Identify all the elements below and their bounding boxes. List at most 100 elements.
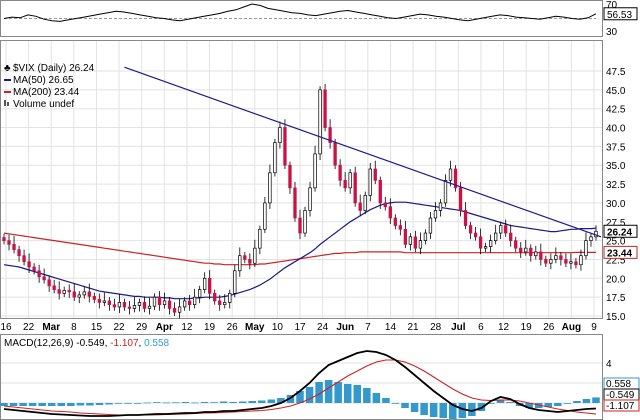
x-axis-label-21: 6 bbox=[478, 322, 484, 333]
candle-body-42 bbox=[213, 293, 217, 302]
macd-histogram-bar-62 bbox=[592, 397, 600, 403]
candle-body-93 bbox=[468, 225, 473, 234]
candle-body-72 bbox=[363, 195, 367, 211]
candle-body-66 bbox=[333, 142, 337, 166]
candle-body-1 bbox=[7, 240, 11, 245]
price-tick-label-8: 27.5 bbox=[606, 218, 626, 229]
candle-body-77 bbox=[388, 206, 392, 219]
rsi-value-tag: 56.53 bbox=[607, 10, 632, 21]
macd-line bbox=[3, 350, 597, 417]
candle-body-60 bbox=[303, 210, 307, 234]
macd-signal-line bbox=[3, 359, 597, 416]
candle-body-9 bbox=[47, 279, 51, 287]
macd-histogram-bar-43 bbox=[410, 403, 419, 412]
rsi-layer: 70 30 56.53 bbox=[3, 0, 638, 38]
candle-body-97 bbox=[488, 240, 493, 247]
candle-body-27 bbox=[137, 302, 142, 306]
ma200-legend-label: MA(200) 23.44 bbox=[13, 87, 80, 98]
macd-histogram-bar-34 bbox=[324, 380, 333, 403]
candle-body-38 bbox=[192, 296, 197, 306]
candle-body-16 bbox=[82, 291, 86, 296]
macd-histogram-bar-32 bbox=[305, 387, 314, 403]
macd-histogram-bar-21 bbox=[200, 402, 209, 403]
candle-body-28 bbox=[142, 302, 147, 309]
macd-histogram-bar-40 bbox=[382, 398, 390, 403]
candle-body-15 bbox=[77, 294, 81, 298]
macd-histogram-bar-7 bbox=[67, 403, 75, 406]
candle-body-33 bbox=[167, 300, 172, 309]
candle-body-70 bbox=[353, 172, 357, 204]
candle-body-57 bbox=[288, 164, 292, 189]
candle-body-23 bbox=[117, 302, 122, 308]
candle-body-21 bbox=[107, 300, 112, 306]
x-axis-label-26: 9 bbox=[591, 322, 597, 333]
price-tick-label-2: 42.5 bbox=[606, 105, 626, 116]
candle-body-41 bbox=[208, 277, 212, 294]
macd-histogram-bar-29 bbox=[277, 398, 285, 403]
price-tick-label-4: 37.5 bbox=[606, 142, 626, 153]
rsi-tick-label-30: 30 bbox=[606, 27, 618, 38]
candle-body-47 bbox=[238, 255, 242, 272]
candle-body-103 bbox=[519, 247, 523, 253]
macd-title-part-4: 0.558 bbox=[144, 338, 169, 349]
macd-histogram-bar-60 bbox=[573, 401, 581, 403]
candle-body-49 bbox=[248, 259, 252, 264]
macd-histogram-bar-4 bbox=[38, 403, 46, 406]
x-axis-label-6: 29 bbox=[136, 322, 148, 333]
macd-histogram-bar-11 bbox=[105, 403, 113, 405]
candle-body-88 bbox=[443, 179, 448, 204]
candle-body-80 bbox=[403, 228, 408, 245]
candle-body-43 bbox=[218, 300, 222, 306]
x-axis-label-25: Aug bbox=[562, 322, 581, 333]
macd-histogram-bar-14 bbox=[133, 403, 142, 404]
x-axis-label-5: 22 bbox=[114, 322, 126, 333]
volume-legend-swatch bbox=[4, 100, 6, 106]
candle-body-106 bbox=[534, 251, 538, 257]
macd-histogram-bar-53 bbox=[506, 402, 514, 403]
price-tick-label-10: 22.5 bbox=[606, 255, 626, 266]
candle-body-55 bbox=[278, 127, 282, 143]
x-axis-label-11: May bbox=[245, 322, 265, 333]
price-tick-label-9: 25.0 bbox=[606, 237, 626, 248]
candle-body-61 bbox=[308, 187, 312, 211]
macd-histogram-bar-6 bbox=[57, 403, 66, 406]
macd-histogram-bar-9 bbox=[86, 403, 94, 406]
candle-body-6 bbox=[32, 266, 36, 272]
macd-histogram-bar-19 bbox=[181, 402, 190, 403]
candle-body-30 bbox=[152, 296, 157, 307]
x-axis-label-20: Jul bbox=[451, 322, 466, 333]
candle-body-95 bbox=[478, 236, 483, 249]
macd-histogram-bar-31 bbox=[296, 391, 304, 403]
candle-body-2 bbox=[12, 244, 16, 251]
rsi-line bbox=[3, 3, 597, 22]
macd-histogram-bar-5 bbox=[47, 403, 56, 406]
candle-body-53 bbox=[268, 172, 272, 204]
macd-histogram-bar-49 bbox=[468, 403, 476, 416]
candle-body-85 bbox=[428, 217, 433, 234]
candle-body-92 bbox=[463, 210, 468, 226]
macd-histogram-bar-33 bbox=[315, 382, 323, 403]
candle-body-24 bbox=[122, 302, 127, 308]
candle-body-98 bbox=[494, 232, 498, 241]
candle-body-45 bbox=[228, 293, 232, 303]
price-tick-label-13: 15.0 bbox=[606, 312, 626, 323]
macd-histogram-bar-27 bbox=[258, 400, 266, 403]
candle-body-71 bbox=[358, 202, 362, 211]
candle-body-81 bbox=[408, 236, 413, 245]
candle-body-82 bbox=[413, 236, 418, 249]
candle-body-17 bbox=[87, 291, 91, 297]
price-title: $VIX (Daily) 26.24 bbox=[13, 63, 95, 74]
candle-body-75 bbox=[378, 179, 382, 204]
candle-body-90 bbox=[453, 168, 458, 189]
candle-body-52 bbox=[263, 202, 267, 230]
price-tag-box-1 bbox=[603, 245, 638, 259]
candle-body-74 bbox=[373, 168, 377, 181]
candle-body-34 bbox=[172, 308, 177, 313]
candle-body-115 bbox=[579, 255, 583, 266]
macd-histogram-bar-51 bbox=[487, 403, 495, 404]
candle-body-5 bbox=[27, 261, 31, 268]
candle-body-40 bbox=[203, 277, 207, 290]
price-tick-label-12: 17.5 bbox=[606, 293, 626, 304]
macd-histogram-bar-24 bbox=[229, 402, 237, 403]
